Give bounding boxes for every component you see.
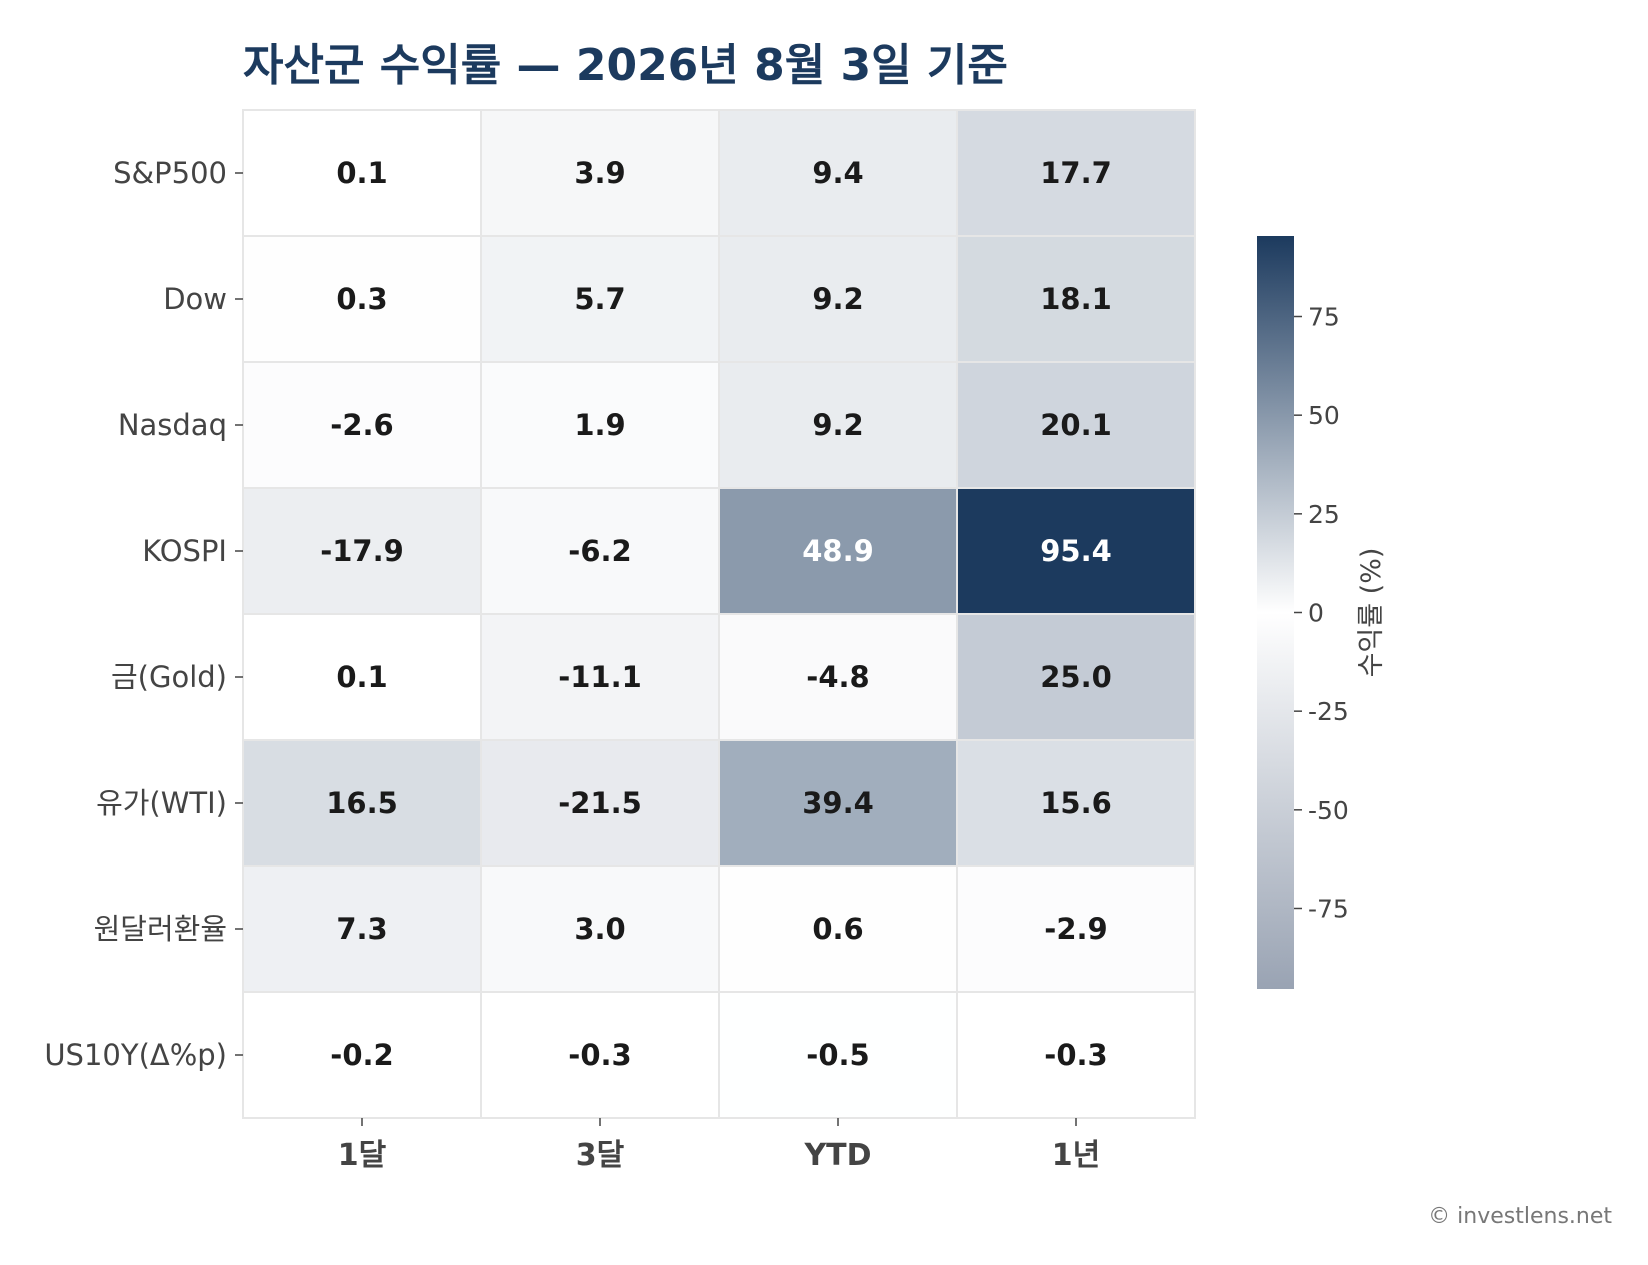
heatmap-cell [242, 109, 482, 237]
colorbar: 75 50 25 0 -25 -50 -75 수익률 (%) [1257, 236, 1387, 989]
heatmap-cell [956, 109, 1196, 237]
heatmap-cell [718, 739, 958, 867]
row-label: 금(Gold) [111, 660, 227, 694]
heatmap-cell [242, 739, 482, 867]
cell-value-label: -2.6 [330, 408, 393, 442]
cell-value-label: -0.5 [806, 1038, 869, 1072]
colorbar-tick-label: -75 [1308, 894, 1349, 923]
cell-value-label: -21.5 [558, 786, 642, 820]
cell-value-label: -11.1 [558, 660, 642, 694]
heatmap-cell [242, 487, 482, 615]
cell-value-label: 0.3 [336, 282, 387, 316]
cell-value-label: 9.2 [812, 282, 863, 316]
colorbar-gradient [1257, 236, 1294, 989]
colorbar-label: 수익률 (%) [1356, 548, 1387, 678]
column-label: 1년 [1052, 1138, 1100, 1173]
heatmap-cell [718, 991, 958, 1119]
colorbar-tick-label: 25 [1308, 500, 1340, 529]
cell-value-label: -17.9 [320, 534, 404, 568]
cell-value-label: 0.1 [336, 156, 387, 190]
heatmap-cell [480, 739, 720, 867]
cell-value-label: -2.9 [1044, 912, 1107, 946]
colorbar-tick-label: -50 [1308, 796, 1349, 825]
cell-value-label: -0.3 [568, 1038, 631, 1072]
colorbar-tick-label: -25 [1308, 697, 1349, 726]
cell-value-label: 15.6 [1040, 786, 1112, 820]
cell-value-label: 3.0 [574, 912, 625, 946]
heatmap-cell [480, 109, 720, 237]
cell-value-label: 17.7 [1040, 156, 1112, 190]
cell-value-label: 20.1 [1040, 408, 1112, 442]
cell-value-label: 3.9 [574, 156, 625, 190]
heatmap-cell [956, 235, 1196, 363]
heatmap-cell [242, 865, 482, 993]
row-label: 원달러환율 [94, 912, 227, 946]
heatmap-cell [956, 613, 1196, 741]
heatmap-cell [956, 487, 1196, 615]
column-labels: 1달 3달 YTD 1년 [338, 1118, 1100, 1173]
row-label: US10Y(Δ%p) [44, 1038, 227, 1072]
row-label: 유가(WTI) [96, 786, 227, 820]
row-labels: S&P500 Dow Nasdaq KOSPI 금(Gold) 유가(WTI) 원달러환율 U… [44, 156, 243, 1072]
heatmap-cell [718, 865, 958, 993]
cell-value-label: 7.3 [336, 912, 387, 946]
cell-value-label: 1.9 [574, 408, 625, 442]
cell-value-label: 16.5 [326, 786, 398, 820]
column-label: YTD [803, 1138, 871, 1173]
row-label: S&P500 [113, 156, 227, 190]
cell-value-label: -6.2 [568, 534, 631, 568]
cell-value-label: 48.9 [802, 534, 874, 568]
heatmap-cell [956, 739, 1196, 867]
heatmap-cell [242, 235, 482, 363]
heatmap-cell [718, 613, 958, 741]
column-label: 3달 [576, 1138, 625, 1173]
cell-value-label: 95.4 [1040, 534, 1112, 568]
cell-value-label: 39.4 [802, 786, 874, 820]
heatmap-cell [480, 487, 720, 615]
cell-value-label: 25.0 [1040, 660, 1112, 694]
row-label: Dow [163, 282, 227, 316]
credit-text: © investlens.net [1428, 1204, 1612, 1229]
heatmap-cell [480, 235, 720, 363]
cell-value-label: 9.2 [812, 408, 863, 442]
cell-value-label: 0.1 [336, 660, 387, 694]
cell-value-label: -0.2 [330, 1038, 393, 1072]
colorbar-tick-label: 50 [1308, 401, 1340, 430]
column-label: 1달 [338, 1138, 387, 1173]
heatmap-cell [242, 991, 482, 1119]
cell-value-label: 9.4 [812, 156, 863, 190]
cell-value-label: 0.6 [812, 912, 863, 946]
heatmap-cell [242, 613, 482, 741]
heatmap-cell [480, 613, 720, 741]
colorbar-tick-label: 75 [1308, 303, 1340, 332]
heatmap-cell [718, 109, 958, 237]
colorbar-tick-label: 0 [1308, 599, 1324, 628]
cell-value-label: -0.3 [1044, 1038, 1107, 1072]
row-label: KOSPI [142, 534, 227, 568]
cell-value-label: 18.1 [1040, 282, 1112, 316]
cell-value-label: 5.7 [574, 282, 625, 316]
cell-value-label: -4.8 [806, 660, 869, 694]
row-label: Nasdaq [118, 408, 227, 442]
heatmap-cell [956, 361, 1196, 489]
heatmap-cell [480, 361, 720, 489]
heatmap-cell [956, 865, 1196, 993]
chart-title: 자산군 수익률 — 2026년 8월 3일 기준 [243, 40, 1008, 91]
heatmap-cells: 0.1 3.9 9.4 17.7 0.3 5.7 9.2 18.1 -2.6 1.9 9.2 20.1… [242, 109, 1196, 1119]
